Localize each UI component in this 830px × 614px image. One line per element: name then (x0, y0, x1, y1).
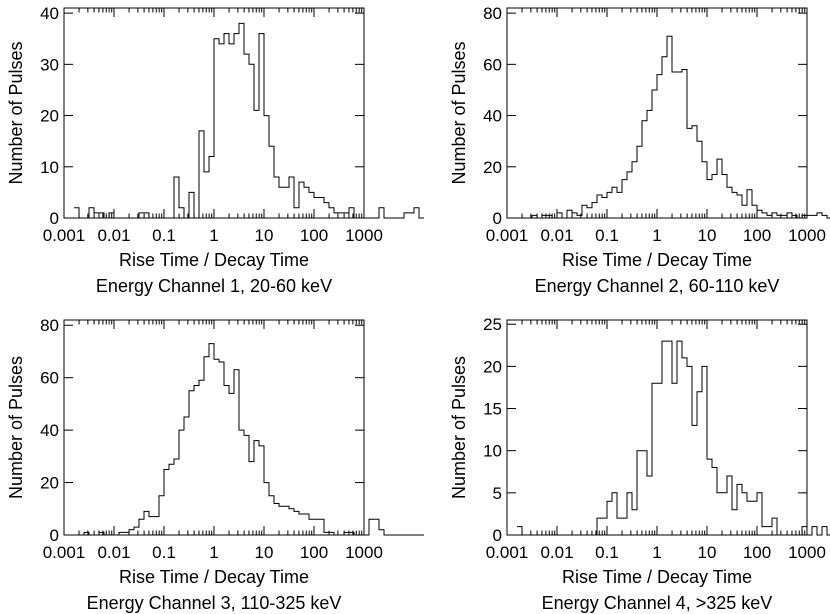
y-tick-label: 60 (483, 55, 502, 74)
y-tick-label: 80 (40, 316, 59, 335)
chart-title: Energy Channel 3, 110-325 keV (87, 593, 342, 613)
y-tick-label: 20 (40, 474, 59, 493)
x-tick-label: 1 (209, 226, 218, 245)
y-tick-label: 10 (483, 442, 502, 461)
y-tick-label: 5 (493, 484, 502, 503)
y-tick-label: 10 (40, 158, 59, 177)
chart-panel-4: 0.001 0.01 0.1 1 10 100 1000 0 5 10 15 20 25 Rise Tim… (449, 315, 830, 613)
x-tick-label: 1 (652, 543, 661, 562)
y-tick-label: 40 (40, 421, 59, 440)
y-tick-label: 0 (493, 209, 502, 228)
x-tick-label: 0.1 (152, 543, 176, 562)
histogram-series (517, 35, 830, 219)
x-tick-label: 0.01 (97, 226, 130, 245)
x-tick-label: 0.1 (152, 226, 176, 245)
y-tick-label: 0 (50, 209, 59, 228)
histogram-series (74, 343, 424, 536)
x-tick-label: 0.01 (540, 543, 573, 562)
x-tick-label: 1000 (788, 543, 826, 562)
y-tick-label: 40 (483, 107, 502, 126)
x-tick-label: 10 (255, 226, 274, 245)
chart-panel-1: 0.001 0.01 0.1 1 10 100 1000 0 10 20 30 40 Rise Time… (6, 4, 424, 296)
x-tick-label: 1000 (345, 543, 383, 562)
x-tick-label: 100 (743, 226, 771, 245)
chart-panel-3: 0.001 0.01 0.1 1 10 100 1000 0 20 40 60 80 Rise Time… (6, 316, 424, 613)
chart-title: Energy Channel 1, 20-60 keV (96, 276, 332, 296)
x-tick-label: 0.001 (43, 543, 86, 562)
y-tick-label: 25 (483, 315, 502, 334)
x-tick-label: 0.001 (486, 226, 529, 245)
y-tick-label: 15 (483, 400, 502, 419)
y-tick-label: 0 (493, 526, 502, 545)
x-axis-label: Rise Time / Decay Time (562, 250, 752, 270)
x-tick-label: 0.01 (97, 543, 130, 562)
y-tick-label: 20 (483, 357, 502, 376)
x-tick-label: 10 (698, 226, 717, 245)
y-tick-label: 80 (483, 4, 502, 23)
y-tick-label: 20 (40, 107, 59, 126)
histogram-series (74, 22, 424, 219)
x-tick-label: 100 (300, 226, 328, 245)
y-tick-label: 0 (50, 526, 59, 545)
y-axis-label: Number of Pulses (449, 356, 469, 499)
x-tick-label: 1 (652, 226, 661, 245)
y-tick-label: 40 (40, 4, 59, 23)
x-tick-label: 10 (255, 543, 274, 562)
x-tick-label: 0.1 (595, 543, 619, 562)
y-axis-label: Number of Pulses (6, 356, 26, 499)
y-tick-label: 20 (483, 158, 502, 177)
x-tick-label: 1 (209, 543, 218, 562)
plot-frame (506, 7, 808, 219)
x-axis-label: Rise Time / Decay Time (119, 567, 309, 587)
x-tick-label: 0.01 (540, 226, 573, 245)
y-tick-label: 60 (40, 369, 59, 388)
chart-title: Energy Channel 2, 60-110 keV (535, 276, 780, 296)
x-tick-label: 0.001 (43, 226, 86, 245)
x-axis-label: Rise Time / Decay Time (119, 250, 309, 270)
histogram-series (517, 340, 830, 536)
x-tick-label: 1000 (788, 226, 826, 245)
chart-title: Energy Channel 4, >325 keV (542, 593, 773, 613)
y-axis-label: Number of Pulses (6, 41, 26, 184)
x-axis-label: Rise Time / Decay Time (562, 567, 752, 587)
x-tick-label: 10 (698, 543, 717, 562)
y-axis-label: Number of Pulses (449, 41, 469, 184)
x-tick-label: 0.001 (486, 543, 529, 562)
x-tick-label: 1000 (345, 226, 383, 245)
y-tick-label: 30 (40, 55, 59, 74)
chart-panel-2: 0.001 0.01 0.1 1 10 100 1000 0 20 40 60 80 Rise Time… (449, 4, 830, 296)
x-tick-label: 0.1 (595, 226, 619, 245)
x-tick-label: 100 (300, 543, 328, 562)
x-tick-label: 100 (743, 543, 771, 562)
